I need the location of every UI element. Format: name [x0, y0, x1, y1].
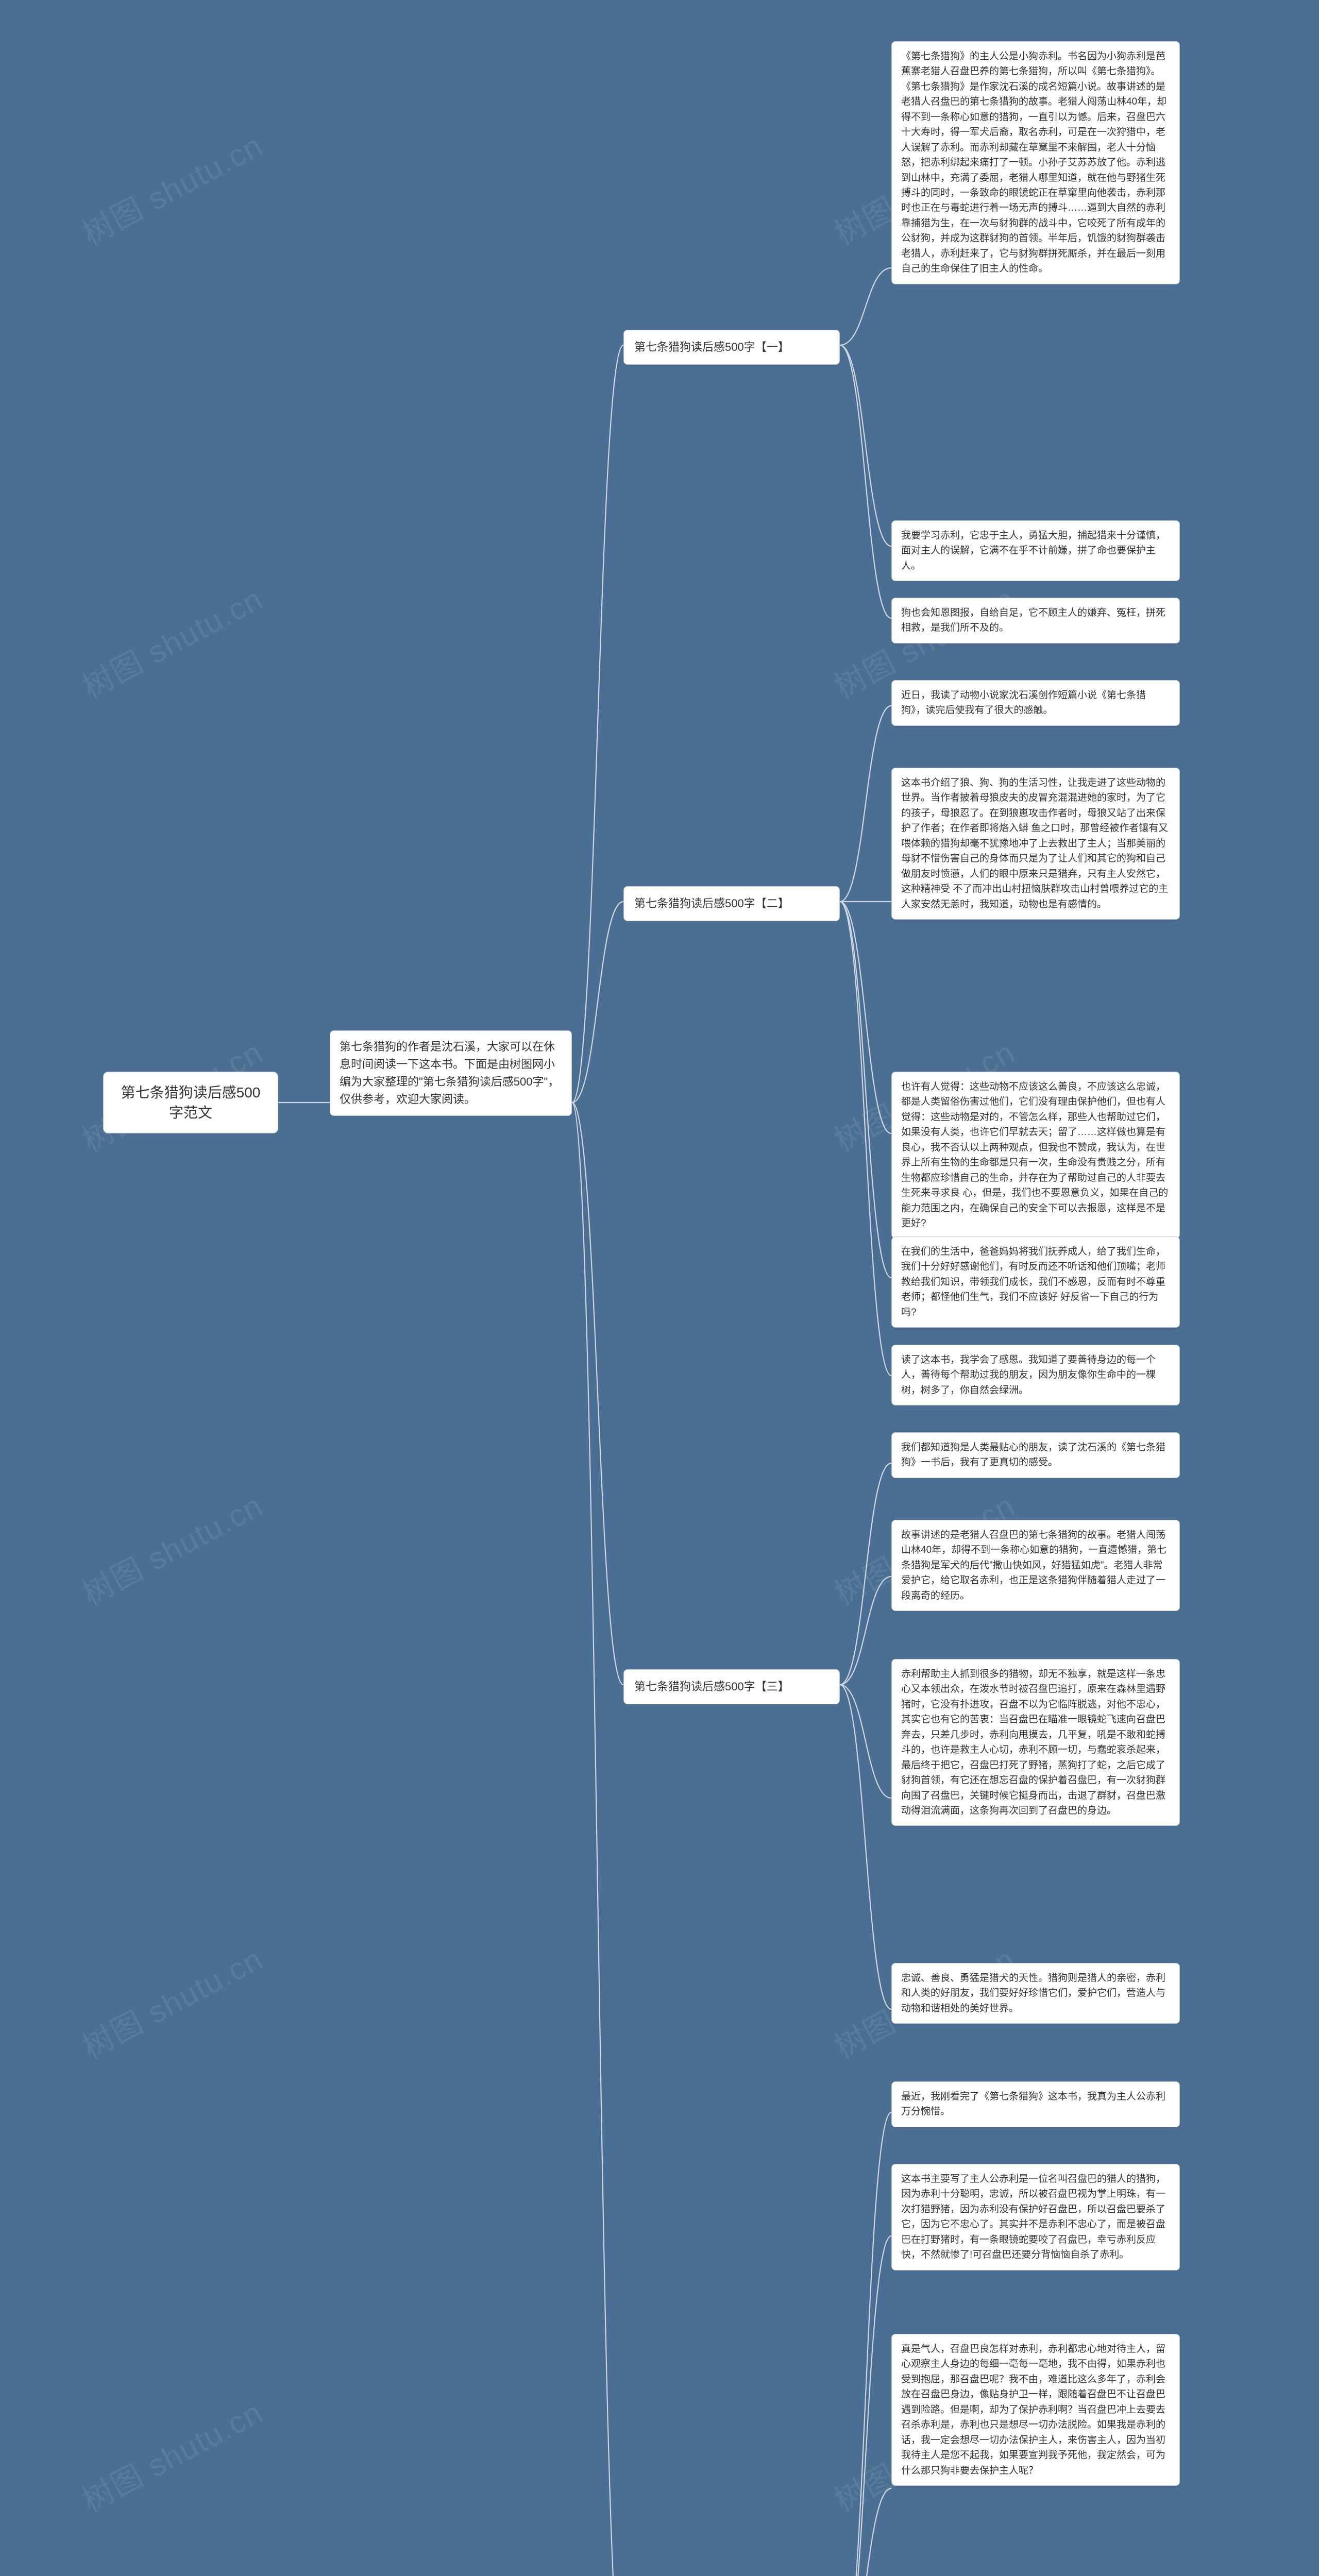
leaf-text: 这本书主要写了主人公赤利是一位名叫召盘巴的猎人的猎狗，因为赤利十分聪明，忠诚，所…	[901, 2174, 1165, 2260]
leaf-text: 忠诚、善良、勇猛是猎犬的天性。猎狗则是猎人的亲密，赤利和人类的好朋友，我们要好好…	[901, 1973, 1165, 2014]
root-node-label: 第七条猎狗读后感500字范文	[121, 1084, 261, 1121]
section-node-1[interactable]: 第七条猎狗读后感500字【一】	[623, 330, 840, 365]
section-node-3[interactable]: 第七条猎狗读后感500字【三】	[623, 1669, 840, 1704]
leaf-text: 狗也会知恩图报，自给自足，它不顾主人的嫌弃、冤枉，拼死相救，是我们所不及的。	[901, 607, 1165, 633]
leaf-node[interactable]: 我们都知道狗是人类最贴心的朋友，读了沈石溪的《第七条猎狗》一书后，我有了更真切的…	[891, 1432, 1180, 1478]
leaf-text: 近日，我读了动物小说家沈石溪创作短篇小说《第七条猎狗》，读完后使我有了很大的感触…	[901, 690, 1146, 716]
leaf-node[interactable]: 《第七条猎狗》的主人公是小狗赤利。书名因为小狗赤利是芭蕉寨老猎人召盘巴养的第七条…	[891, 41, 1180, 284]
root-node[interactable]: 第七条猎狗读后感500字范文	[103, 1072, 278, 1133]
leaf-node[interactable]: 狗也会知恩图报，自给自足，它不顾主人的嫌弃、冤枉，拼死相救，是我们所不及的。	[891, 598, 1180, 643]
leaf-node[interactable]: 在我们的生活中，爸爸妈妈将我们抚养成人，给了我们生命，我们十分好好感谢他们，有时…	[891, 1236, 1180, 1328]
leaf-node[interactable]: 真是气人，召盘巴良怎样对赤利，赤利都忠心地对待主人，留心观察主人身边的每细一毫每…	[891, 2334, 1180, 2486]
leaf-text: 我要学习赤利，它忠于主人，勇猛大胆，捕起猎来十分谨慎，面对主人的误解，它满不在乎…	[901, 530, 1165, 571]
leaf-node[interactable]: 近日，我读了动物小说家沈石溪创作短篇小说《第七条猎狗》，读完后使我有了很大的感触…	[891, 680, 1180, 726]
section-label: 第七条猎狗读后感500字【一】	[634, 341, 789, 353]
leaf-text: 我们都知道狗是人类最贴心的朋友，读了沈石溪的《第七条猎狗》一书后，我有了更真切的…	[901, 1442, 1165, 1468]
leaf-node[interactable]: 赤利帮助主人抓到很多的猎物，却无不独享，就是这样一条忠心又本领出众，在泼水节时被…	[891, 1659, 1180, 1826]
leaf-node[interactable]: 这本书主要写了主人公赤利是一位名叫召盘巴的猎人的猎狗，因为赤利十分聪明，忠诚，所…	[891, 2164, 1180, 2270]
leaf-node[interactable]: 故事讲述的是老猎人召盘巴的第七条猎狗的故事。老猎人闯荡山林40年，却得不到一条称…	[891, 1520, 1180, 1611]
intro-node-text: 第七条猎狗的作者是沈石溪，大家可以在休息时间阅读一下这本书。下面是由树图网小编为…	[340, 1040, 559, 1106]
leaf-text: 这本书介绍了狼、狗、狗的生活习性，让我走进了这些动物的世界。当作者披着母狼皮夫的…	[901, 777, 1168, 910]
section-label: 第七条猎狗读后感500字【三】	[634, 1680, 789, 1693]
leaf-node[interactable]: 忠诚、善良、勇猛是猎犬的天性。猎狗则是猎人的亲密，赤利和人类的好朋友，我们要好好…	[891, 1963, 1180, 2024]
section-label: 第七条猎狗读后感500字【二】	[634, 897, 789, 910]
leaf-text: 读了这本书，我学会了感恩。我知道了要善待身边的每一个人，善待每个帮助过我的朋友，…	[901, 1354, 1156, 1396]
section-node-2[interactable]: 第七条猎狗读后感500字【二】	[623, 886, 840, 921]
leaf-text: 最近，我刚看完了《第七条猎狗》这本书，我真为主人公赤利万分惋惜。	[901, 2091, 1165, 2117]
leaf-text: 在我们的生活中，爸爸妈妈将我们抚养成人，给了我们生命，我们十分好好感谢他们，有时…	[901, 1246, 1165, 1318]
intro-node[interactable]: 第七条猎狗的作者是沈石溪，大家可以在休息时间阅读一下这本书。下面是由树图网小编为…	[330, 1030, 572, 1116]
leaf-text: 《第七条猎狗》的主人公是小狗赤利。书名因为小狗赤利是芭蕉寨老猎人召盘巴养的第七条…	[901, 51, 1166, 274]
leaf-node[interactable]: 最近，我刚看完了《第七条猎狗》这本书，我真为主人公赤利万分惋惜。	[891, 2081, 1180, 2127]
leaf-text: 也许有人觉得：这些动物不应该这么善良，不应该这么忠诚，都是人类留俗伤害过他们，它…	[901, 1081, 1168, 1229]
leaf-text: 真是气人，召盘巴良怎样对赤利，赤利都忠心地对待主人，留心观察主人身边的每细一毫每…	[901, 2344, 1165, 2476]
leaf-node[interactable]: 我要学习赤利，它忠于主人，勇猛大胆，捕起猎来十分谨慎，面对主人的误解，它满不在乎…	[891, 520, 1180, 581]
leaf-text: 故事讲述的是老猎人召盘巴的第七条猎狗的故事。老猎人闯荡山林40年，却得不到一条称…	[901, 1530, 1166, 1601]
leaf-node[interactable]: 读了这本书，我学会了感恩。我知道了要善待身边的每一个人，善待每个帮助过我的朋友，…	[891, 1345, 1180, 1405]
leaf-node[interactable]: 这本书介绍了狼、狗、狗的生活习性，让我走进了这些动物的世界。当作者披着母狼皮夫的…	[891, 768, 1180, 920]
leaf-node[interactable]: 也许有人觉得：这些动物不应该这么善良，不应该这么忠诚，都是人类留俗伤害过他们，它…	[891, 1072, 1180, 1239]
leaf-text: 赤利帮助主人抓到很多的猎物，却无不独享，就是这样一条忠心又本领出众，在泼水节时被…	[901, 1669, 1165, 1816]
